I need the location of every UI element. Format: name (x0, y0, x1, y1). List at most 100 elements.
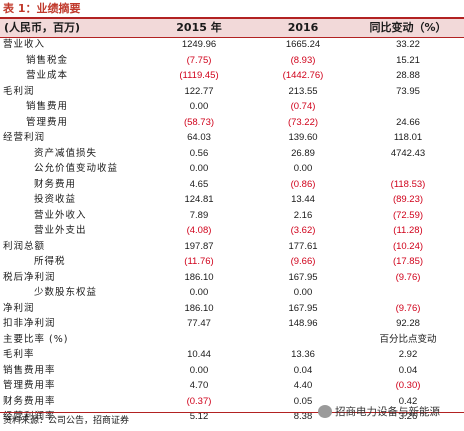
row-label: 经营利润 (3, 132, 46, 143)
value-change: (72.59) (392, 209, 424, 221)
value-2016: 213.55 (288, 85, 318, 97)
value-change: 28.88 (396, 70, 420, 81)
value-change: 2.92 (398, 349, 418, 360)
value-2015: 77.47 (187, 318, 211, 329)
table-row: 营业成本 (1119.45) (1442.76) 28.88 (0, 68, 464, 84)
value-2015: (1119.45) (179, 70, 219, 81)
header-yoy-change: 同比变动（%） (369, 21, 447, 34)
value-2016: 0.00 (293, 287, 313, 298)
row-label: 资产减值损失 (34, 147, 98, 159)
watermark: 招商电力设备与新能源 (318, 403, 464, 421)
row-label: 营业成本 (26, 70, 69, 81)
wechat-icon (318, 404, 332, 418)
value-2015: 122.77 (184, 85, 214, 97)
value-2015: 186.10 (184, 302, 214, 314)
table-row: 毛利润 122.77 213.55 73.95 (0, 84, 464, 100)
header-divider (0, 37, 464, 38)
value-2015: (7.75) (186, 54, 212, 66)
table-row: 主要比率 (%) 百分比点变动 (0, 332, 464, 348)
table-row: 营业外支出 (4.08) (3.62) (11.28) (0, 223, 464, 239)
value-change: (10.24) (392, 240, 424, 252)
value-2016: 8.38 (293, 411, 313, 422)
value-change: (0.30) (395, 380, 421, 391)
value-2016: 1665.24 (285, 39, 321, 50)
table-row: 净利润 186.10 167.95 (9.76) (0, 301, 464, 317)
bottom-divider (0, 412, 464, 413)
row-label: 销售税金 (26, 54, 69, 66)
value-2015: 124.81 (184, 194, 214, 205)
row-label: 管理费用 (26, 116, 69, 128)
value-2016: 0.04 (293, 364, 313, 376)
table-row: 管理费用 (58.73) (73.22) 24.66 (0, 115, 464, 131)
value-2016: 148.96 (288, 318, 318, 329)
value-change: (118.53) (390, 178, 426, 190)
table-row: 资产减值损失 0.56 26.89 4742.43 (0, 146, 464, 162)
table-row: 毛利率 10.44 13.36 2.92 (0, 347, 464, 363)
table-row: 税后净利润 186.10 167.95 (9.76) (0, 270, 464, 286)
row-label: 投资收益 (34, 194, 77, 205)
value-2016: 167.95 (288, 302, 318, 314)
table-title: 表 1：业绩摘要 (3, 2, 81, 15)
row-label: 少数股东权益 (34, 287, 98, 298)
table-row: 财务费用率 (0.37) 0.05 0.42 (0, 394, 464, 410)
value-2016: (3.62) (290, 225, 316, 236)
header-2015: 2015 年 (176, 21, 222, 34)
row-label: 经营利润率 (3, 411, 56, 422)
table-row: 销售税金 (7.75) (8.93) 15.21 (0, 53, 464, 69)
row-label: 财务费用率 (3, 395, 56, 407)
value-2016: 26.89 (291, 147, 315, 159)
table-row: 营业收入 1249.96 1665.24 33.22 (0, 37, 464, 53)
table-body: 营业收入 1249.96 1665.24 33.22 销售税金 (7.75) (8.93) 1… (0, 37, 464, 425)
value-2016: (73.22) (287, 116, 319, 128)
table-row: 销售费用率 0.00 0.04 0.04 (0, 363, 464, 379)
top-divider (0, 17, 464, 19)
value-2016: (0.86) (290, 178, 316, 190)
row-label: 所得税 (34, 256, 66, 267)
row-label: 公允价值变动收益 (34, 163, 119, 174)
value-change: 3.26 (398, 411, 418, 422)
row-label: 毛利润 (3, 85, 35, 97)
row-label: 税后净利润 (3, 271, 56, 283)
row-label: 管理费用率 (3, 380, 56, 391)
value-2016: (9.66) (290, 256, 316, 267)
table-row: 投资收益 124.81 13.44 (89.23) (0, 192, 464, 208)
table-row: 销售费用 0.00 (0.74) (0, 99, 464, 115)
table-header: (人民币，百万) 2015 年 2016 同比变动（%） (0, 19, 464, 37)
value-change: (11.28) (393, 225, 423, 236)
value-2016: 13.36 (291, 349, 315, 360)
row-label: 营业收入 (3, 39, 46, 50)
value-2015: 197.87 (184, 240, 214, 252)
value-2016: 2.16 (293, 209, 313, 221)
value-2015: 186.10 (184, 271, 214, 283)
value-2016: 0.05 (293, 395, 313, 407)
value-change: 百分比点变动 (379, 333, 437, 345)
value-2016: 177.61 (288, 240, 318, 252)
value-2016: (0.74) (290, 101, 316, 112)
value-2015: 5.12 (189, 411, 209, 422)
source-note: 资料来源：公司公告，招商证券 (3, 416, 130, 426)
table-row: 公允价值变动收益 0.00 0.00 (0, 161, 464, 177)
value-change: 15.21 (396, 54, 420, 66)
value-2015: 0.00 (189, 287, 209, 298)
value-change: 73.95 (396, 85, 420, 97)
watermark-text: 招商电力设备与新能源 (335, 406, 440, 418)
value-2016: (8.93) (290, 54, 316, 66)
value-change: 24.66 (396, 116, 420, 128)
table-row: 经营利润率 5.12 8.38 3.26 (0, 409, 464, 425)
row-label: 毛利率 (3, 349, 35, 360)
value-change: (9.76) (395, 302, 421, 314)
table-row: 少数股东权益 0.00 0.00 (0, 285, 464, 301)
table-row: 营业外收入 7.89 2.16 (72.59) (0, 208, 464, 224)
value-change: (9.76) (395, 271, 421, 283)
row-label: 销售费用 (26, 101, 69, 112)
value-2015: 64.03 (187, 132, 211, 143)
table-row: 所得税 (11.76) (9.66) (17.85) (0, 254, 464, 270)
table-row: 管理费用率 4.70 4.40 (0.30) (0, 378, 464, 394)
value-2016: 4.40 (293, 380, 313, 391)
value-change: (89.23) (392, 194, 424, 205)
row-label: 营业外支出 (34, 225, 87, 236)
value-2016: (1442.76) (282, 70, 324, 81)
value-change: 0.04 (398, 364, 418, 376)
value-2015: 0.00 (189, 163, 209, 174)
row-label: 利润总额 (3, 240, 46, 252)
